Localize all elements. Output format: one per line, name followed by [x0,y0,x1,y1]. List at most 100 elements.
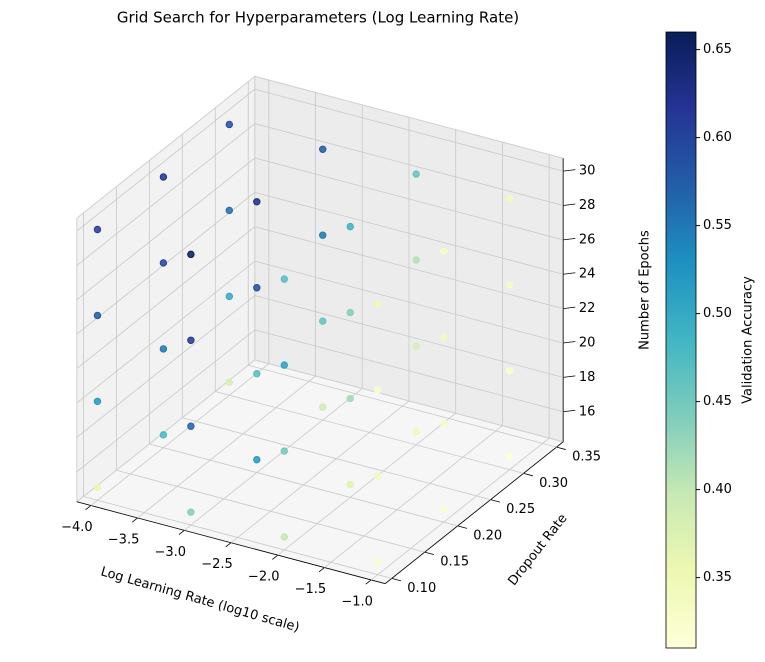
point [225,378,234,387]
tick-mark [391,578,402,582]
grid-line [76,295,256,438]
grid-line [76,329,256,473]
point [374,300,382,308]
colorbar-tick-label: 0.65 [703,42,732,57]
point [374,558,382,566]
point [412,342,420,350]
grid-line [277,413,456,556]
y-tick-label: 0.35 [572,450,601,465]
tick-mark [563,409,576,413]
grid-line [184,388,363,531]
point [93,397,102,406]
x-tick-label: −1.5 [295,582,327,597]
point [346,222,354,231]
z-tick-label: 22 [579,301,596,316]
tick-mark [424,551,435,555]
point [439,247,448,256]
colorbar-tick-label: 0.40 [703,482,732,497]
point [374,472,382,480]
point [439,333,448,342]
tick-mark [318,567,325,573]
tick-mark [457,525,468,529]
tick-mark [563,237,576,241]
axis-line [384,441,564,584]
y-tick-label: 0.20 [473,528,502,543]
z-tick-label: 18 [579,370,596,385]
point [412,170,420,178]
point [159,345,168,353]
tick-mark [563,203,576,206]
z-tick-label: 28 [579,198,596,213]
grid-line [254,260,564,344]
x-tick-label: −2.5 [201,557,233,572]
colorbar-tick-label: 0.45 [703,394,732,409]
point [93,225,102,234]
point [439,419,448,428]
y-tick-label: 0.30 [539,476,568,491]
grid-line [116,469,425,553]
grid-line [248,364,557,448]
x-tick-label: −2.0 [248,570,280,585]
grid-line [370,437,550,581]
point [346,308,354,317]
colorbar-tick-label: 0.55 [703,218,732,233]
point [187,508,195,516]
point [253,370,261,378]
point [280,533,289,541]
point [319,231,327,239]
tick-mark [523,472,533,477]
colorbar-tick-label: 0.60 [703,130,732,145]
point [505,453,514,461]
tick-mark [556,446,566,450]
tick-mark [563,169,576,172]
grid-line [324,425,503,568]
point [505,367,514,375]
z-tick-label: 16 [579,404,596,419]
point [93,311,102,320]
colorbar-tick-label: 0.35 [703,570,732,585]
chart-title: Grid Search for Hyperparameters (Log Lea… [117,9,519,27]
point [439,505,448,513]
grid-line [254,226,564,310]
point [280,275,289,283]
tick-mark [563,272,576,275]
point [159,259,168,267]
point [505,281,514,289]
point [225,120,234,129]
tick-mark [563,341,576,344]
colorbar-label: Validation Accuracy [741,276,756,404]
grid-line [230,400,410,544]
grid-line [149,443,458,527]
colorbar-tick-label: 0.50 [703,306,732,321]
grid-line [254,329,564,413]
point [346,394,354,403]
point [374,386,382,394]
point [187,422,195,430]
grid-line [76,260,256,404]
x-tick-label: −3.5 [108,532,140,547]
grid-line [254,295,564,378]
y-tick-label: 0.15 [440,555,469,570]
grid-line [254,123,564,206]
x-tick-label: −3.0 [154,545,186,560]
tick-mark [490,499,500,503]
point [93,483,102,492]
grid-line [137,375,316,519]
point [346,480,354,489]
point [159,431,168,439]
grid-line [254,191,564,275]
point [187,336,195,344]
z-tick-label: 26 [579,232,596,247]
grid-line [76,226,256,369]
point [280,361,289,369]
tick-mark [131,517,138,523]
point [253,455,261,464]
colorbar [665,31,697,649]
grid-line [76,88,256,232]
point [225,292,234,301]
grid-line [254,88,564,172]
grid-line [182,417,491,501]
point [412,256,420,264]
point [253,198,261,206]
